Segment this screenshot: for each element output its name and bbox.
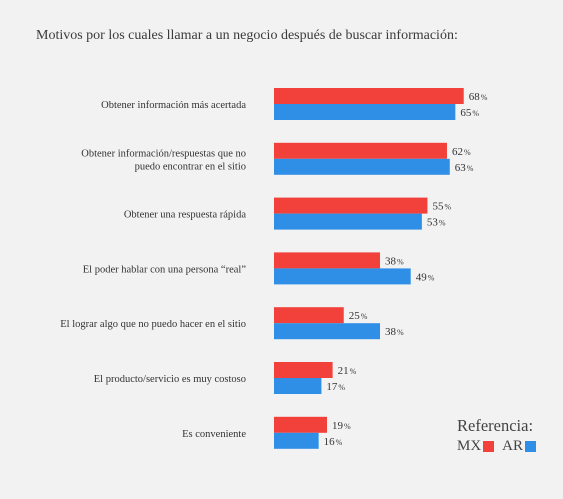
data-label: 25% <box>349 310 368 322</box>
data-label: 55% <box>432 201 451 213</box>
data-label: 17% <box>326 381 345 393</box>
bar-ar <box>274 432 319 449</box>
bar-ar <box>274 158 450 175</box>
data-label: 49% <box>416 271 435 283</box>
legend-item-mx: MX <box>457 438 495 455</box>
data-label: 21% <box>338 365 357 377</box>
category-label: El lograr algo que no puedo hacer en el … <box>60 319 246 330</box>
category-label: Obtener información/respuestas que no <box>81 148 246 159</box>
data-label: 38% <box>385 326 404 338</box>
data-label: 68% <box>469 91 488 103</box>
category-label: El poder hablar con una persona “real” <box>83 264 247 275</box>
bar-mx <box>274 88 464 104</box>
data-label: 65% <box>460 107 479 119</box>
legend-swatch-mx <box>483 441 495 452</box>
data-label: 16% <box>324 436 343 448</box>
bar-mx <box>274 197 428 214</box>
bar-mx <box>274 416 328 433</box>
legend-title: Referencia: <box>457 416 534 435</box>
bar-ar <box>274 323 381 340</box>
data-label: 53% <box>427 217 446 229</box>
bar-ar <box>274 104 456 120</box>
data-label: 63% <box>455 162 474 174</box>
legend-swatch-ar <box>525 441 537 452</box>
data-label: 38% <box>385 255 404 267</box>
category-label: El producto/servicio es muy costoso <box>94 374 246 385</box>
data-label: 19% <box>332 420 351 432</box>
bar-ar <box>274 268 411 285</box>
bar-mx <box>274 362 333 378</box>
chart-title: Motivos por los cuales llamar a un negoc… <box>36 28 458 43</box>
bar-mx <box>274 307 344 324</box>
bar-mx <box>274 142 447 159</box>
bar-ar <box>274 213 422 230</box>
legend-label-mx: MX <box>457 438 482 454</box>
category-label: puedo encontrar en el sitio <box>135 161 246 172</box>
legend: Referencia: MX AR <box>457 416 544 455</box>
bar-mx <box>274 252 381 269</box>
legend-items: MX AR <box>457 438 544 455</box>
bar-ar <box>274 378 322 394</box>
category-label: Es conveniente <box>182 429 246 440</box>
category-label: Obtener una respuesta rápida <box>124 210 246 221</box>
data-label: 62% <box>452 146 471 158</box>
legend-label-ar: AR <box>502 438 524 454</box>
legend-item-ar: AR <box>502 438 537 455</box>
category-label: Obtener información más acertada <box>101 100 246 111</box>
